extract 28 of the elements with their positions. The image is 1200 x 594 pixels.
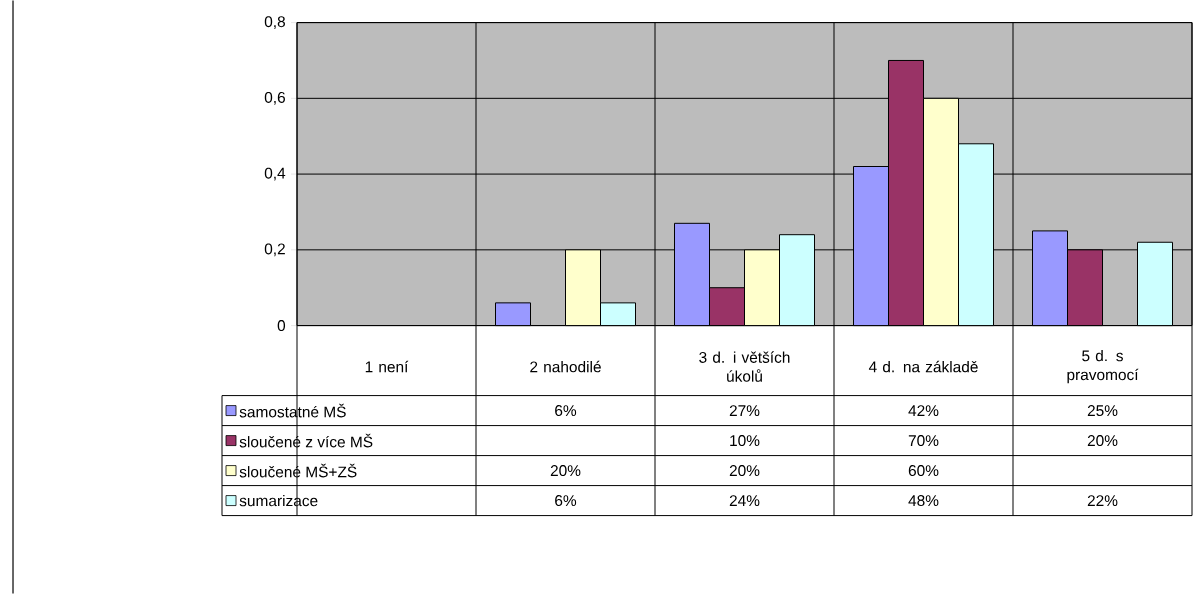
legend-label: samostatné MŠ [239, 403, 346, 418]
y-tick-label: 0,4 [264, 167, 286, 181]
data-label: 20% [729, 465, 760, 476]
y-tick-label: 0,8 [264, 16, 285, 29]
x-tick-label: 2 nahodilé [530, 360, 601, 373]
data-label: 48% [908, 495, 939, 506]
data-label: 24% [729, 495, 760, 506]
legend-label: sloučené MŠ+ZŠ [239, 463, 357, 478]
legend-label: sumarizace [239, 494, 318, 507]
data-label: 25% [1087, 405, 1118, 416]
data-label: 6% [555, 495, 577, 506]
data-label: 27% [729, 405, 760, 416]
data-label: 6% [555, 405, 577, 416]
x-tick-label: 4 d. na základě [868, 360, 978, 373]
data-label: 70% [908, 435, 939, 446]
data-label: 42% [908, 405, 939, 416]
data-label: 20% [1087, 435, 1118, 446]
x-tick-label: 5 d. s pravomocí [1067, 349, 1139, 384]
y-tick-label: 0 [277, 320, 286, 331]
legend-label: sloučené z více MŠ [239, 433, 373, 448]
data-label: 20% [550, 465, 581, 476]
x-tick-label: 1 není [365, 360, 409, 373]
y-tick-label: 0,6 [264, 91, 285, 105]
x-tick-label: 3 d. i větších úkolů [699, 351, 790, 382]
data-label: 22% [1087, 495, 1118, 506]
data-label: 10% [730, 435, 760, 446]
data-label: 60% [908, 465, 939, 476]
y-tick-label: 0,2 [264, 243, 285, 257]
